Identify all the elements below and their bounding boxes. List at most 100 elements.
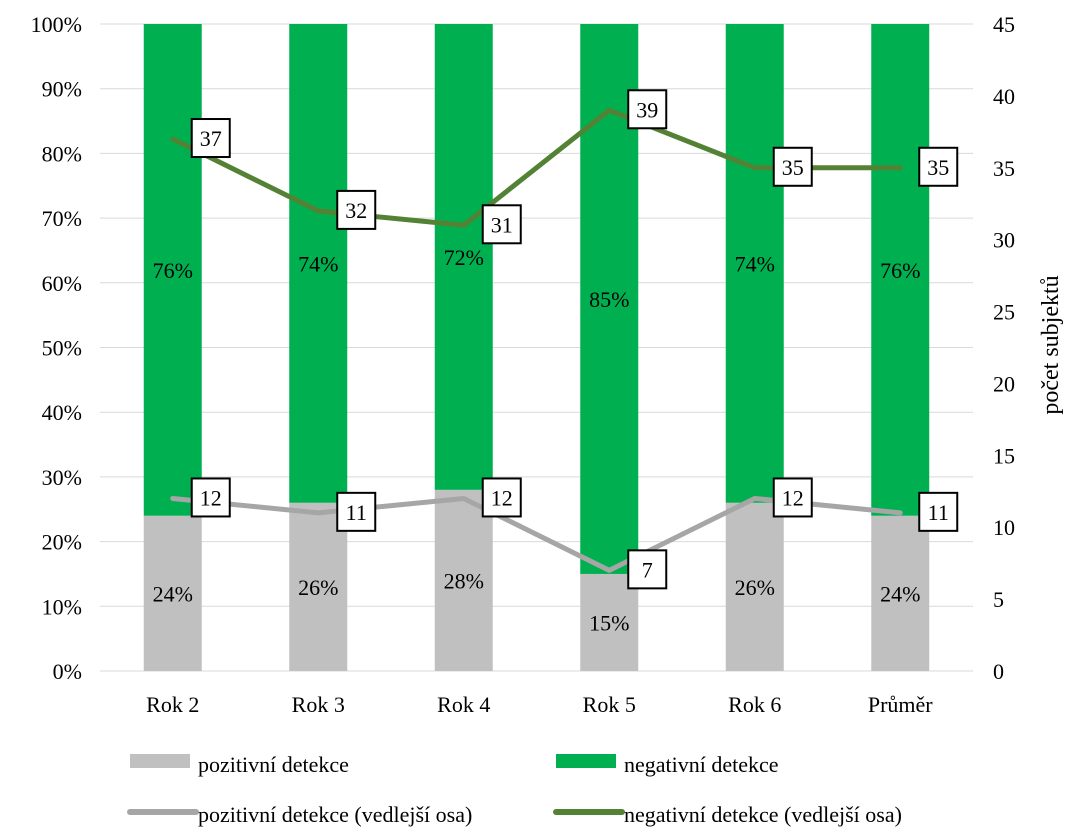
left-tick-label: 90% — [42, 77, 82, 102]
data-label-positive-line: 11 — [336, 491, 377, 532]
data-label-box — [918, 146, 959, 187]
bar-positive — [143, 515, 202, 671]
left-axis-ticks: 0% 10% 20% 30% 40% 50% 60% 70% 80% 90% 100% — [31, 12, 82, 684]
left-tick-label: 50% — [42, 336, 82, 361]
bar-positive — [580, 573, 639, 671]
x-tick-label: Rok 4 — [437, 692, 490, 717]
data-label-box — [627, 549, 668, 590]
left-tick-label: 10% — [42, 594, 82, 619]
data-label-value: 31 — [491, 212, 513, 237]
data-label-box — [772, 477, 813, 518]
data-label-negative-line: 37 — [190, 118, 231, 159]
data-label-value: 7 — [642, 557, 653, 582]
data-label-positive-line: 12 — [481, 477, 522, 518]
legend-item: negativní detekce — [556, 752, 779, 777]
bars — [143, 24, 930, 671]
bar-label-negative: 72% — [444, 245, 484, 270]
data-label-value: 32 — [345, 198, 367, 223]
right-tick-label: 20 — [993, 371, 1015, 396]
right-axis-title: počet subjektů — [1038, 275, 1064, 414]
data-label-value: 12 — [782, 485, 804, 510]
bar-label-negative: 76% — [153, 258, 193, 283]
data-label-value: 12 — [200, 485, 222, 510]
data-label-box — [190, 118, 231, 159]
data-label-value: 11 — [346, 500, 367, 525]
bar-label-positive: 15% — [589, 610, 629, 635]
bar-label-positive: 24% — [153, 581, 193, 606]
x-tick-label: Rok 3 — [292, 692, 345, 717]
data-label-value: 37 — [200, 126, 222, 151]
right-tick-label: 5 — [993, 587, 1004, 612]
bar-label-negative: 74% — [735, 251, 775, 276]
right-tick-label: 30 — [993, 228, 1015, 253]
data-label-box — [336, 189, 377, 230]
legend-item: negativní detekce (vedlejší osa) — [553, 802, 902, 827]
bar-positive — [871, 515, 930, 671]
right-tick-label: 40 — [993, 84, 1015, 109]
data-label-box — [627, 89, 668, 130]
left-tick-label: 30% — [42, 465, 82, 490]
bar-negative — [434, 24, 493, 490]
left-tick-label: 40% — [42, 400, 82, 425]
legend: pozitivní detekce negativní detekce poziti… — [127, 752, 902, 827]
bar-label-negative: 76% — [880, 258, 920, 283]
line-labels: 12 11 12 7 12 11 37 32 31 39 35 35 — [190, 89, 959, 590]
right-tick-label: 15 — [993, 443, 1015, 468]
legend-label: pozitivní detekce (vedlejší osa) — [198, 802, 472, 827]
data-label-positive-line: 12 — [772, 477, 813, 518]
left-tick-label: 20% — [42, 530, 82, 555]
x-tick-label: Rok 5 — [583, 692, 636, 717]
legend-label: negativní detekce (vedlejší osa) — [624, 802, 902, 827]
bar-label-negative: 85% — [589, 287, 629, 312]
left-tick-label: 0% — [53, 659, 82, 684]
bar-negative — [725, 24, 784, 503]
bar-positive — [434, 489, 493, 671]
data-label-positive-line: 7 — [627, 549, 668, 590]
data-label-box — [918, 491, 959, 532]
gridlines — [100, 23, 973, 672]
legend-label: negativní detekce — [624, 752, 779, 777]
data-label-positive-line: 12 — [190, 477, 231, 518]
data-label-negative-line: 35 — [772, 146, 813, 187]
right-axis-ticks: 0 5 10 15 20 25 30 35 40 45 — [993, 12, 1015, 684]
data-label-value: 39 — [636, 97, 658, 122]
data-label-value: 35 — [927, 155, 949, 180]
left-tick-label: 80% — [42, 141, 82, 166]
data-label-box — [772, 146, 813, 187]
bar-labels: 24% 76% 26% 74% 28% 72% 15% 85% 26% 74% 24% 76% — [153, 245, 921, 636]
left-tick-label: 100% — [31, 12, 82, 37]
left-tick-label: 60% — [42, 271, 82, 296]
bar-label-positive: 26% — [298, 575, 338, 600]
data-label-negative-line: 39 — [627, 89, 668, 130]
legend-item: pozitivní detekce — [130, 752, 349, 777]
left-tick-label: 70% — [42, 206, 82, 231]
right-tick-label: 25 — [993, 300, 1015, 325]
data-label-negative-line: 32 — [336, 189, 377, 230]
right-tick-label: 45 — [993, 12, 1015, 37]
data-label-value: 11 — [928, 500, 949, 525]
right-tick-label: 35 — [993, 156, 1015, 181]
bar-negative — [143, 24, 202, 516]
right-tick-label: 0 — [993, 659, 1004, 684]
x-axis-ticks: Rok 2 Rok 3 Rok 4 Rok 5 Rok 6 Průměr — [146, 692, 933, 717]
data-label-positive-line: 11 — [918, 491, 959, 532]
data-label-box — [481, 204, 522, 245]
bar-positive — [725, 502, 784, 671]
x-tick-label: Rok 2 — [146, 692, 199, 717]
data-label-box — [481, 477, 522, 518]
bar-negative — [289, 24, 348, 503]
bar-negative — [871, 24, 930, 516]
legend-swatch — [556, 754, 616, 768]
data-label-negative-line: 35 — [918, 146, 959, 187]
legend-label: pozitivní detekce — [198, 752, 349, 777]
bar-label-positive: 26% — [735, 575, 775, 600]
bar-label-negative: 74% — [298, 251, 338, 276]
data-label-value: 12 — [491, 485, 513, 510]
x-tick-label: Rok 6 — [728, 692, 781, 717]
data-label-box — [336, 491, 377, 532]
right-tick-label: 10 — [993, 515, 1015, 540]
legend-swatch — [130, 754, 190, 768]
data-label-negative-line: 31 — [481, 204, 522, 245]
x-tick-label: Průměr — [868, 692, 933, 717]
